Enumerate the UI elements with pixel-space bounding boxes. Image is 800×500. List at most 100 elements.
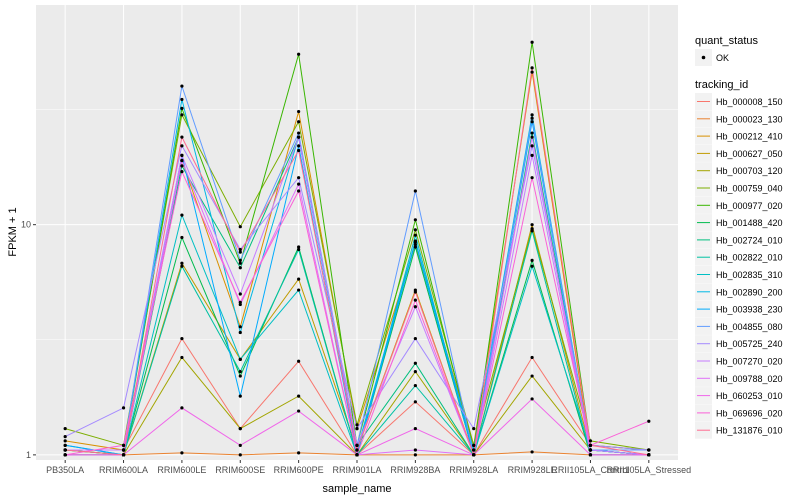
data-point [180,170,184,174]
data-point [530,40,534,44]
data-point [472,453,476,457]
x-tick-label: RRIM928BA [390,465,440,475]
x-tick-label: RRIM901LA [332,465,381,475]
legend-item-label: Hb_131876_010 [716,426,783,436]
data-point [180,213,184,217]
x-tick-label: PB350LA [46,465,84,475]
legend-key-ok-point [701,55,706,60]
data-point [180,406,184,410]
data-point [180,158,184,163]
data-point [530,229,534,233]
data-point [530,120,534,124]
legend-item-label: Hb_005725_240 [716,339,783,349]
data-point [180,264,184,268]
data-point [180,113,184,117]
legend-item-label: Hb_003938_230 [716,305,783,315]
data-point [530,450,534,454]
data-point [238,266,242,270]
legend-item-label: Hb_009788_020 [716,374,783,384]
data-point [63,435,67,439]
data-point [180,84,184,88]
data-point [238,394,242,398]
data-point [121,453,126,457]
data-point [297,247,301,252]
legend-item-label: Hb_069696_020 [716,408,783,418]
data-point [472,443,476,447]
data-point [180,135,184,139]
data-point [530,153,534,157]
data-point [530,66,534,70]
legend-item-label: Hb_000008_150 [716,97,783,107]
data-point [180,355,184,360]
data-point [588,443,593,447]
legend-item-label: Hb_000703_120 [716,166,783,176]
x-tick-label: RRII105LA_Control [551,465,629,475]
data-point [238,302,242,307]
data-point [63,443,67,447]
data-point [238,258,242,262]
legend-title-quant-status: quant_status [695,35,758,47]
data-point [297,144,301,148]
data-point [413,245,417,249]
data-point [413,370,417,374]
data-point [121,406,126,410]
data-point [238,357,242,361]
data-point [355,448,359,452]
y-tick-label: 10 [21,220,31,230]
data-point [413,361,417,365]
data-point [413,218,417,222]
data-point [355,423,359,427]
data-point [297,148,301,153]
data-point [413,427,417,431]
data-point [238,250,242,254]
legend-item-label: Hb_000023_130 [716,114,783,124]
data-point [530,355,534,360]
data-point [238,261,242,265]
data-point [238,330,242,335]
data-point [355,453,359,457]
data-point [297,131,301,135]
data-point [530,397,534,401]
data-point [647,453,651,457]
data-point [530,70,534,74]
data-point [238,453,242,457]
data-point [530,264,534,268]
data-point [530,258,534,262]
data-point [63,448,67,452]
data-point [413,290,417,294]
data-point [530,223,534,227]
data-point [297,182,301,186]
data-point [180,451,184,455]
data-point [180,336,184,341]
y-axis-title: FPKM + 1 [7,207,19,256]
x-tick-label: RRIM600LE [157,465,206,475]
data-point [297,394,301,398]
data-point [413,240,417,244]
x-tick-label: RRIM928LA [449,465,498,475]
legend-item-label: Hb_000627_050 [716,149,783,159]
x-tick-label: RRIM600PE [274,465,324,475]
data-point [297,277,301,281]
data-point [413,400,417,404]
legend-title-tracking-id: tracking_id [695,79,748,91]
data-point [297,120,301,124]
data-point [297,359,301,363]
data-point [63,439,67,443]
data-point [180,106,184,110]
data-point [355,427,359,431]
data-point [180,164,184,168]
data-point [530,131,534,135]
data-point [63,453,67,457]
x-tick-label: RRIM600LA [99,465,148,475]
data-point [413,336,417,341]
data-point [180,153,184,157]
legend-item-label: Hb_001488_420 [716,218,783,228]
data-point [297,288,301,292]
legend-item-label: Hb_060253_010 [716,391,783,401]
data-point [588,439,593,443]
data-point [530,176,534,180]
data-point [297,245,301,249]
data-point [530,113,534,117]
x-axis-title: sample_name [322,483,391,495]
